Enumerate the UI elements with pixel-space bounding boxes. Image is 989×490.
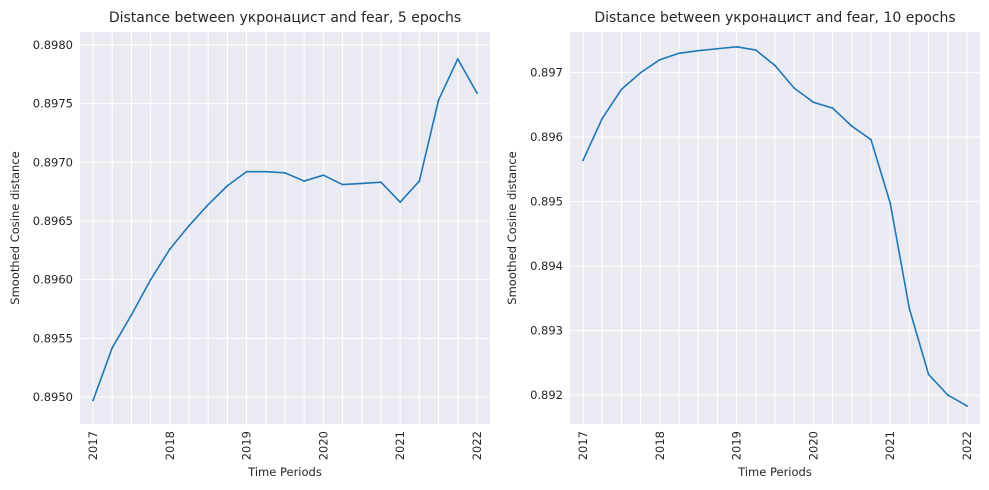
y-tick-label-left: 0.8960	[33, 273, 73, 287]
grid-right	[570, 32, 980, 424]
data-point-left	[476, 92, 478, 94]
y-tick-label-right: 0.894	[530, 259, 563, 273]
data-point-left	[149, 278, 152, 281]
y-tick-label-right: 0.893	[530, 324, 563, 338]
x-tick-label-right: 2020	[806, 431, 820, 460]
y-tick-label-left: 0.8975	[33, 97, 73, 111]
y-tick-label-left: 0.8970	[33, 155, 73, 169]
x-tick-label-right: 2021	[883, 431, 897, 460]
y-tick-label-right: 0.896	[530, 130, 563, 144]
data-point-left	[111, 346, 114, 349]
data-point-right	[697, 49, 700, 52]
data-point-left	[399, 201, 402, 204]
x-tick-label-left: 2018	[163, 431, 177, 460]
x-tick-label-right: 2022	[960, 431, 974, 460]
x-tick-labels-left: 2017 2018 2019 2020 2021 2022	[86, 431, 484, 460]
y-tick-label-left: 0.8950	[33, 390, 73, 404]
data-point-right	[927, 373, 930, 376]
data-point-left	[360, 182, 363, 185]
y-tick-label-right: 0.895	[530, 195, 563, 209]
data-point-right	[754, 49, 757, 51]
data-point-right	[793, 87, 796, 89]
data-point-right	[870, 138, 872, 141]
data-point-left	[245, 170, 248, 173]
data-point-left	[168, 248, 171, 251]
data-point-right	[850, 125, 853, 128]
data-point-left	[322, 174, 325, 177]
x-tick-label-right: 2017	[576, 431, 590, 460]
y-tick-label-right: 0.897	[530, 66, 563, 80]
y-tick-label-left: 0.8955	[33, 331, 73, 345]
x-tick-label-left: 2017	[86, 431, 100, 460]
data-point-left	[341, 183, 344, 186]
data-point-right	[735, 45, 738, 48]
data-point-right	[716, 47, 719, 50]
data-point-left	[303, 180, 306, 182]
grid-left	[80, 32, 490, 424]
series-points-left	[92, 58, 478, 402]
data-point-right	[908, 307, 911, 310]
chart-title-left: Distance between укронацист and fear, 5 …	[109, 10, 461, 26]
data-point-right	[831, 107, 834, 109]
data-point-right	[582, 159, 584, 162]
data-point-left	[207, 203, 210, 206]
data-point-right	[620, 88, 623, 91]
x-axis-label-left: Time Periods	[247, 465, 322, 479]
chart-title-right: Distance between укронацист and fear, 10…	[594, 10, 955, 26]
data-point-right	[889, 201, 892, 204]
y-tick-labels-right: 0.892 0.893 0.894 0.895 0.896 0.897	[530, 66, 563, 402]
y-tick-label-right: 0.892	[530, 388, 563, 402]
data-point-left	[130, 313, 133, 316]
data-point-right	[601, 117, 604, 120]
y-tick-label-left: 0.8965	[33, 214, 73, 228]
data-point-left	[418, 180, 421, 182]
data-point-left	[264, 170, 267, 173]
data-point-right	[946, 394, 949, 396]
x-tick-label-right: 2018	[653, 431, 667, 460]
data-point-right	[774, 64, 776, 67]
x-tick-labels-right: 2017 2018 2019 2020 2021 2022	[576, 431, 974, 460]
data-point-right	[966, 405, 968, 407]
data-point-left	[456, 58, 459, 60]
y-axis-label-right: Smoothed Cosine distance	[505, 151, 519, 304]
data-point-left	[437, 99, 440, 101]
data-point-left	[188, 224, 190, 227]
data-point-left	[92, 399, 94, 402]
x-tick-label-left: 2022	[470, 431, 484, 460]
data-point-left	[226, 184, 229, 187]
data-point-right	[658, 58, 661, 61]
data-point-left	[380, 181, 382, 184]
y-axis-label-left: Smoothed Cosine distance	[8, 151, 22, 304]
y-tick-labels-left: 0.8950 0.8955 0.8960 0.8965 0.8970 0.8975 0.89…	[33, 38, 73, 404]
data-point-right	[639, 71, 642, 74]
x-axis-label-right: Time Periods	[737, 465, 812, 479]
series-points-right	[582, 45, 968, 407]
x-tick-label-left: 2019	[240, 431, 254, 460]
data-point-right	[678, 52, 680, 55]
x-tick-label-right: 2019	[730, 431, 744, 460]
x-tick-label-left: 2020	[316, 431, 330, 460]
data-point-right	[812, 101, 815, 104]
y-tick-label-left: 0.8980	[33, 38, 73, 52]
x-tick-label-left: 2021	[393, 431, 407, 460]
chart-left: 0.8950 0.8955 0.8960 0.8965 0.8970 0.8975 0.89…	[8, 10, 490, 479]
data-point-left	[284, 171, 286, 174]
